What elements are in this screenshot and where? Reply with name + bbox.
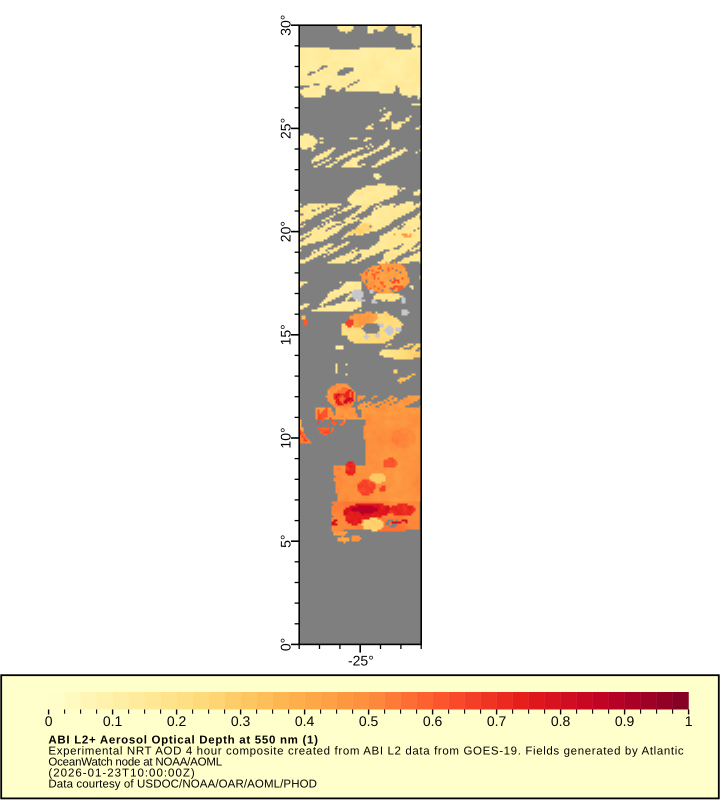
svg-text:5°: 5° [277,535,293,548]
svg-text:0.6: 0.6 [423,713,443,729]
svg-text:0°: 0° [277,638,293,651]
svg-text:0.9: 0.9 [615,713,635,729]
svg-text:1: 1 [685,713,693,729]
svg-text:0.4: 0.4 [295,713,315,729]
svg-text:0.5: 0.5 [359,713,379,729]
svg-text:(2026-01-23T10:00:00Z): (2026-01-23T10:00:00Z) [48,767,195,779]
svg-text:25°: 25° [277,118,293,139]
svg-text:15°: 15° [277,324,293,345]
svg-text:0.3: 0.3 [231,713,251,729]
svg-text:30°: 30° [277,15,293,36]
svg-text:0.8: 0.8 [551,713,571,729]
svg-text:10°: 10° [277,427,293,448]
svg-text:-25°: -25° [348,652,374,668]
svg-text:Data courtesy of USDOC/NOAA/OA: Data courtesy of USDOC/NOAA/OAR/AOML/PHO… [48,778,317,790]
svg-text:20°: 20° [277,221,293,242]
svg-text:0.1: 0.1 [103,713,123,729]
svg-text:OceanWatch node at NOAA/AOML: OceanWatch node at NOAA/AOML [48,756,222,768]
svg-text:0.2: 0.2 [167,713,187,729]
svg-text:0: 0 [45,713,53,729]
svg-text:0.7: 0.7 [487,713,507,729]
svg-text:Experimental NRT AOD 4 hour co: Experimental NRT AOD 4 hour composite cr… [48,745,684,757]
svg-text:ABI L2+ Aerosol Optical Depth: ABI L2+ Aerosol Optical Depth at 550 nm … [48,734,318,746]
